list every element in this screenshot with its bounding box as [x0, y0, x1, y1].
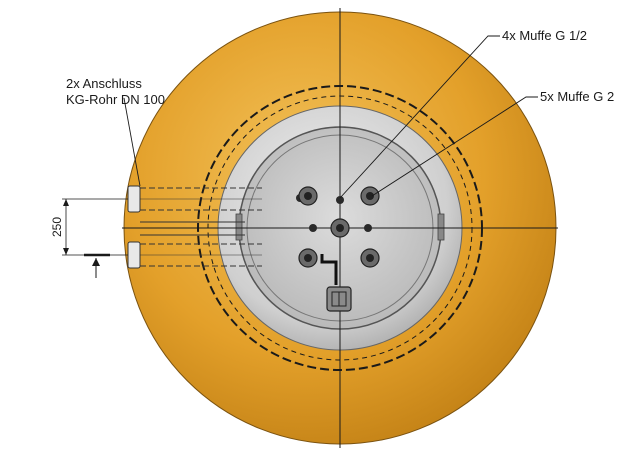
section-marker-arrow: [84, 253, 110, 278]
label-connection-line1: 2x Anschluss: [66, 76, 142, 91]
pipe-connection-upper: [127, 185, 262, 213]
socket-g-two: [298, 186, 318, 206]
leader-g-half: [339, 35, 500, 199]
pipe-connection-lower: [127, 241, 262, 269]
socket-g-two: [330, 218, 350, 238]
socket-g-two: [298, 248, 318, 268]
socket-g-two: [360, 186, 380, 206]
label-sockets-g-two: 5x Muffe G 2: [540, 89, 614, 104]
socket-g-two: [360, 248, 380, 268]
socket-g-half: [364, 224, 372, 232]
socket-g-half: [309, 224, 317, 232]
leader-connection: [123, 97, 141, 187]
dimension-250: [62, 198, 128, 256]
label-sockets-g-half: 4x Muffe G 1/2: [502, 28, 587, 43]
leader-g-two: [371, 96, 538, 197]
label-connection-line2: KG-Rohr DN 100: [66, 92, 165, 107]
socket-g-half: [336, 196, 344, 204]
dimension-value: 250: [50, 217, 64, 237]
pump-housing: [326, 286, 352, 312]
internal-pipe: [320, 254, 338, 285]
lid-tab-right: [437, 213, 445, 241]
lid-tab-left: [235, 213, 243, 241]
